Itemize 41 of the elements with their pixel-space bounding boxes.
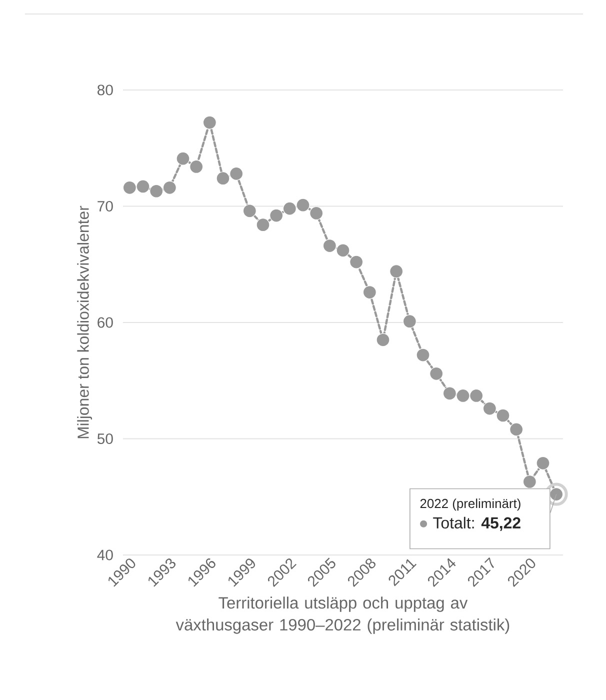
point [230, 166, 244, 180]
y-tick-label: 80 [98, 84, 113, 96]
annotation: 2022 (preliminärt) [420, 498, 520, 511]
point [470, 388, 484, 403]
point [390, 264, 404, 278]
point [416, 348, 430, 362]
point [482, 402, 496, 416]
y-tick-label: 60 [98, 317, 113, 328]
point [202, 116, 216, 130]
point [522, 474, 536, 489]
y-tick-label: 70 [98, 200, 113, 212]
y-tick-label: 50 [97, 433, 113, 444]
point [430, 366, 444, 380]
point [282, 202, 296, 216]
x-axis-title: Territoriella utsläpp och upptag av växthusgaser 1990–2022 (preliminär statistik) [176, 596, 510, 634]
annotation: Totalt: 45,22 [433, 516, 520, 531]
point [162, 180, 176, 194]
point [176, 152, 190, 166]
point [402, 314, 416, 328]
point [256, 218, 270, 232]
point [270, 208, 284, 222]
point [296, 198, 310, 212]
point [216, 172, 230, 186]
point [362, 285, 376, 300]
point [510, 422, 524, 436]
y-axis-title: Miljoner ton koldioxidekvivalenter [77, 206, 92, 438]
point [242, 204, 256, 218]
point [150, 184, 164, 198]
point [136, 180, 150, 194]
point [442, 386, 456, 400]
point [536, 456, 550, 470]
y-tick-label: 40 [97, 550, 113, 560]
point [322, 238, 336, 253]
point [122, 180, 136, 194]
point [496, 408, 510, 422]
point [456, 388, 470, 403]
point [376, 333, 390, 347]
point [336, 244, 350, 258]
point [350, 255, 364, 269]
point [190, 160, 204, 174]
point [310, 206, 324, 220]
